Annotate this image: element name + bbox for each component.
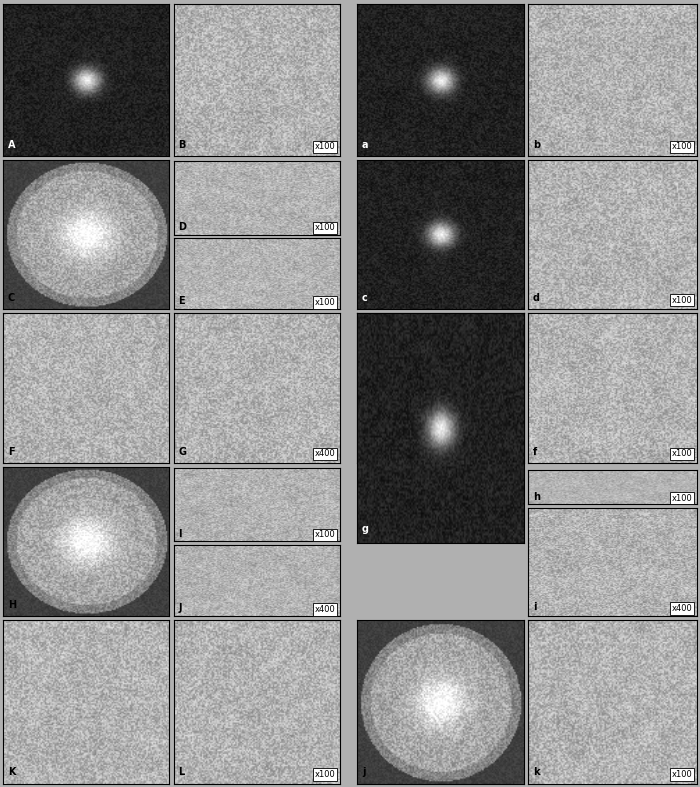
Text: x100: x100 (314, 770, 335, 779)
Text: I: I (178, 529, 182, 538)
Text: A: A (8, 140, 15, 150)
Text: x400: x400 (314, 605, 335, 614)
Text: e: e (362, 447, 369, 456)
Text: x100: x100 (671, 296, 692, 305)
Text: x100: x100 (671, 493, 692, 503)
Text: x400: x400 (314, 449, 335, 458)
Text: x100: x100 (671, 142, 692, 151)
Text: g: g (362, 524, 369, 534)
Text: J: J (178, 604, 182, 613)
Text: G: G (178, 447, 187, 456)
Text: L: L (178, 767, 185, 778)
Text: k: k (533, 767, 540, 778)
Text: b: b (533, 140, 540, 150)
Text: x100: x100 (671, 449, 692, 458)
Text: h: h (533, 493, 540, 502)
Text: x100: x100 (671, 770, 692, 779)
Text: F: F (8, 447, 15, 456)
Text: f: f (533, 447, 537, 456)
Text: C: C (8, 294, 15, 303)
Text: x100: x100 (314, 142, 335, 151)
Text: x400: x400 (671, 604, 692, 613)
Text: a: a (362, 140, 368, 150)
Text: H: H (8, 600, 16, 610)
Text: E: E (178, 297, 186, 306)
Text: B: B (178, 140, 186, 150)
Text: c: c (362, 294, 368, 303)
Text: x100: x100 (314, 298, 335, 307)
Text: d: d (533, 294, 540, 303)
Text: i: i (533, 602, 536, 611)
Text: K: K (8, 767, 15, 778)
Text: j: j (362, 767, 365, 778)
Text: x100: x100 (314, 224, 335, 232)
Text: D: D (178, 222, 187, 231)
Text: x100: x100 (314, 530, 335, 539)
